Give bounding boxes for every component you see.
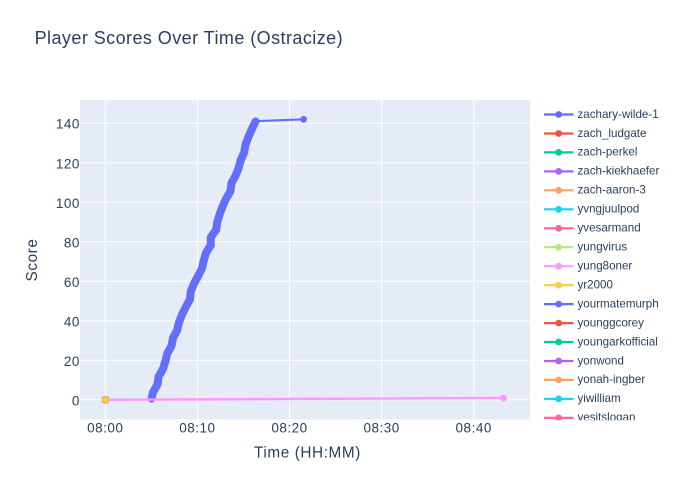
svg-text:yourmatemurph: yourmatemurph bbox=[578, 297, 659, 310]
svg-text:yr2000: yr2000 bbox=[578, 278, 613, 291]
svg-text:80: 80 bbox=[64, 235, 80, 250]
svg-text:120: 120 bbox=[56, 156, 80, 171]
svg-text:0: 0 bbox=[72, 393, 80, 408]
svg-text:yung8oner: yung8oner bbox=[578, 260, 633, 273]
svg-text:yonah-ingber: yonah-ingber bbox=[578, 373, 646, 386]
svg-text:zachary-wilde-1: zachary-wilde-1 bbox=[578, 108, 659, 121]
svg-text:yungvirus: yungvirus bbox=[578, 241, 628, 254]
svg-text:zach-perkel: zach-perkel bbox=[578, 146, 638, 159]
svg-text:zach-kiekhaefer: zach-kiekhaefer bbox=[578, 165, 660, 178]
svg-text:08:00: 08:00 bbox=[87, 420, 123, 435]
svg-text:100: 100 bbox=[56, 196, 80, 211]
svg-text:Score: Score bbox=[24, 239, 41, 282]
svg-text:60: 60 bbox=[64, 275, 80, 290]
svg-text:Time (HH:MM): Time (HH:MM) bbox=[254, 445, 361, 462]
svg-text:08:40: 08:40 bbox=[456, 420, 492, 435]
svg-text:08:20: 08:20 bbox=[271, 420, 307, 435]
svg-text:08:10: 08:10 bbox=[179, 420, 215, 435]
svg-text:yonwond: yonwond bbox=[578, 354, 624, 367]
svg-text:yvngjuulpod: yvngjuulpod bbox=[578, 203, 640, 216]
svg-text:zach-aaron-3: zach-aaron-3 bbox=[578, 184, 646, 197]
svg-text:yiwilliam: yiwilliam bbox=[578, 392, 621, 405]
svg-text:younggcorey: younggcorey bbox=[578, 316, 645, 329]
svg-text:40: 40 bbox=[64, 314, 80, 329]
svg-text:140: 140 bbox=[56, 117, 80, 132]
svg-text:youngarkofficial: youngarkofficial bbox=[578, 335, 658, 348]
svg-text:20: 20 bbox=[64, 354, 80, 369]
svg-text:yvesarmand: yvesarmand bbox=[578, 222, 641, 235]
svg-text:Player Scores Over Time (Ostra: Player Scores Over Time (Ostracize) bbox=[35, 28, 343, 48]
svg-text:yesitslogan: yesitslogan bbox=[578, 411, 636, 424]
svg-text:08:30: 08:30 bbox=[363, 420, 399, 435]
svg-text:zach_ludgate: zach_ludgate bbox=[578, 127, 647, 140]
